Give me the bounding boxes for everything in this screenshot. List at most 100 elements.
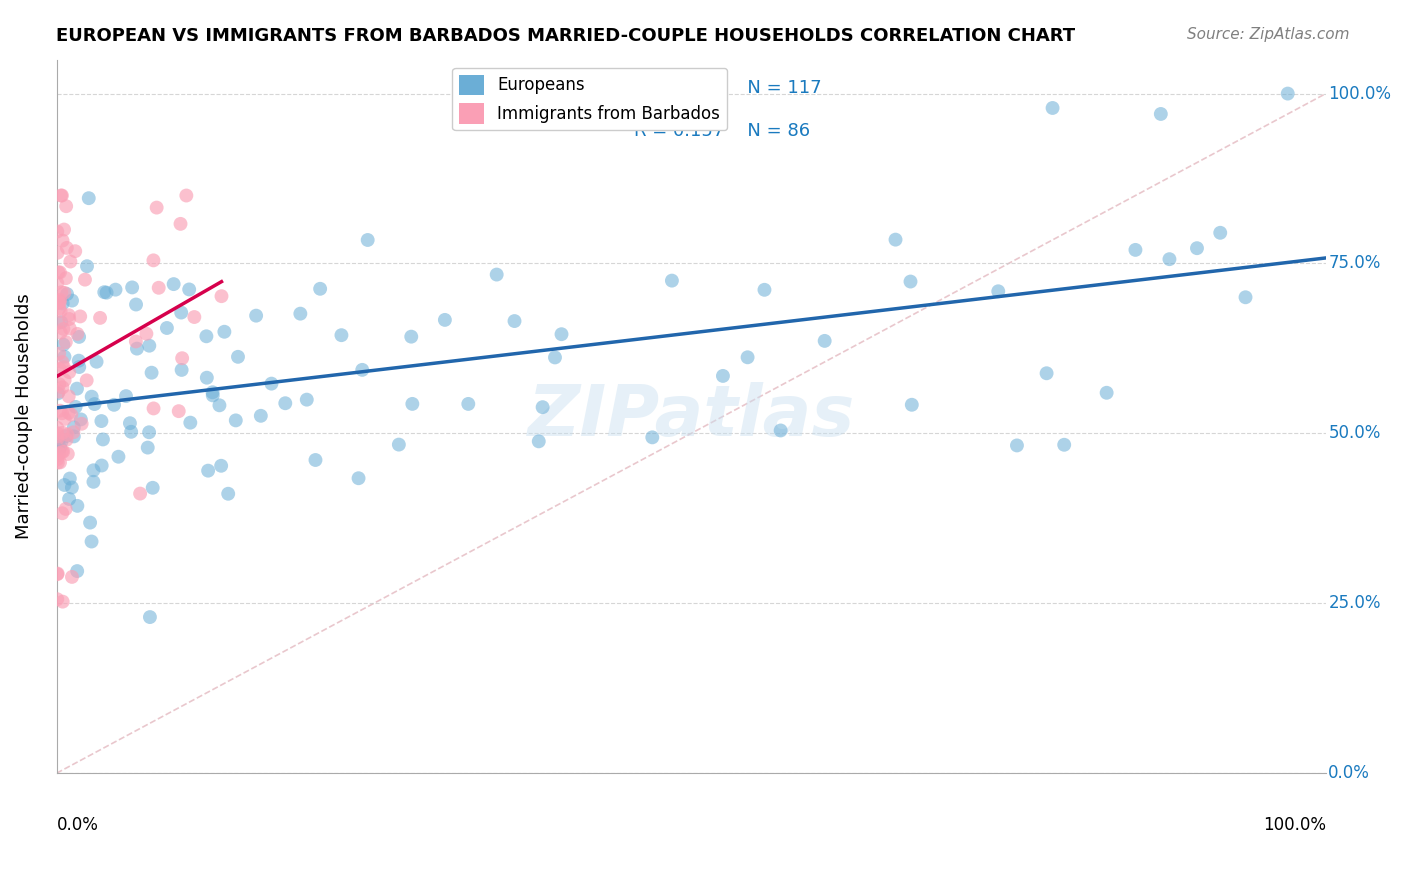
Europeans: [250, 409, 273, 423]
Europeans: [60, 481, 83, 495]
Immigrants from Barbados: [52, 594, 75, 608]
Europeans: [1185, 241, 1208, 255]
Immigrants from Barbados: [89, 310, 111, 325]
Immigrants from Barbados: [51, 380, 73, 394]
Immigrants from Barbados: [52, 444, 75, 458]
Immigrants from Barbados: [52, 234, 75, 248]
Immigrants from Barbados: [52, 360, 75, 375]
Europeans: [53, 478, 76, 492]
Text: 100.0%: 100.0%: [1263, 816, 1326, 834]
Text: ZIPatlas: ZIPatlas: [527, 382, 855, 450]
Immigrants from Barbados: [56, 447, 79, 461]
Europeans: [352, 363, 374, 377]
Europeans: [82, 475, 104, 489]
Europeans: [711, 368, 734, 383]
Europeans: [120, 425, 142, 439]
Immigrants from Barbados: [48, 296, 70, 310]
Immigrants from Barbados: [58, 312, 80, 326]
Immigrants from Barbados: [48, 265, 70, 279]
Europeans: [347, 471, 370, 485]
Immigrants from Barbados: [46, 276, 69, 290]
Europeans: [125, 297, 148, 311]
Europeans: [80, 534, 103, 549]
Immigrants from Barbados: [211, 289, 233, 303]
Europeans: [274, 396, 297, 410]
Immigrants from Barbados: [60, 570, 83, 584]
Europeans: [330, 328, 353, 343]
Europeans: [136, 441, 159, 455]
Europeans: [503, 314, 526, 328]
Europeans: [1005, 438, 1028, 452]
Immigrants from Barbados: [52, 425, 75, 440]
Europeans: [1042, 101, 1064, 115]
Europeans: [170, 305, 193, 319]
Immigrants from Barbados: [55, 334, 77, 349]
Immigrants from Barbados: [69, 310, 91, 324]
Immigrants from Barbados: [58, 406, 80, 420]
Immigrants from Barbados: [142, 401, 165, 416]
Europeans: [80, 390, 103, 404]
Europeans: [156, 321, 179, 335]
Europeans: [59, 471, 82, 485]
Immigrants from Barbados: [46, 245, 69, 260]
Immigrants from Barbados: [48, 446, 70, 460]
Europeans: [900, 275, 922, 289]
Immigrants from Barbados: [76, 373, 98, 387]
Immigrants from Barbados: [51, 188, 73, 202]
Immigrants from Barbados: [48, 301, 70, 316]
Europeans: [1277, 87, 1299, 101]
Europeans: [66, 499, 89, 513]
Europeans: [118, 416, 141, 430]
Europeans: [527, 434, 550, 449]
Immigrants from Barbados: [48, 346, 70, 360]
Immigrants from Barbados: [176, 188, 198, 202]
Legend: Europeans, Immigrants from Barbados: Europeans, Immigrants from Barbados: [453, 68, 727, 130]
Immigrants from Barbados: [46, 432, 69, 446]
Europeans: [531, 400, 554, 414]
Immigrants from Barbados: [169, 217, 191, 231]
Immigrants from Barbados: [58, 308, 80, 322]
Europeans: [388, 437, 411, 451]
Europeans: [52, 337, 75, 351]
Europeans: [195, 329, 218, 343]
Europeans: [179, 282, 201, 296]
Immigrants from Barbados: [73, 272, 96, 286]
Europeans: [139, 610, 162, 624]
Y-axis label: Married-couple Households: Married-couple Households: [15, 293, 32, 540]
Europeans: [70, 412, 93, 426]
Europeans: [141, 366, 163, 380]
Immigrants from Barbados: [46, 567, 69, 582]
Immigrants from Barbados: [46, 566, 69, 581]
Europeans: [76, 259, 98, 273]
Immigrants from Barbados: [48, 377, 70, 392]
Europeans: [1125, 243, 1147, 257]
Europeans: [309, 282, 332, 296]
Europeans: [1159, 252, 1181, 267]
Europeans: [987, 285, 1010, 299]
Immigrants from Barbados: [48, 362, 70, 376]
Immigrants from Barbados: [52, 322, 75, 336]
Europeans: [260, 376, 283, 391]
Europeans: [769, 424, 792, 438]
Immigrants from Barbados: [46, 449, 69, 463]
Europeans: [93, 285, 115, 300]
Europeans: [63, 420, 86, 434]
Immigrants from Barbados: [49, 455, 72, 469]
Europeans: [214, 325, 236, 339]
Europeans: [58, 491, 80, 506]
Immigrants from Barbados: [58, 365, 80, 379]
Text: Source: ZipAtlas.com: Source: ZipAtlas.com: [1187, 27, 1350, 42]
Immigrants from Barbados: [183, 310, 205, 324]
Europeans: [104, 283, 127, 297]
Immigrants from Barbados: [59, 254, 82, 268]
Europeans: [245, 309, 267, 323]
Immigrants from Barbados: [145, 201, 167, 215]
Europeans: [884, 233, 907, 247]
Immigrants from Barbados: [59, 321, 82, 335]
Europeans: [641, 430, 664, 444]
Immigrants from Barbados: [51, 406, 73, 420]
Europeans: [142, 481, 165, 495]
Text: 0.0%: 0.0%: [1329, 764, 1371, 782]
Europeans: [201, 388, 224, 402]
Immigrants from Barbados: [58, 389, 80, 403]
